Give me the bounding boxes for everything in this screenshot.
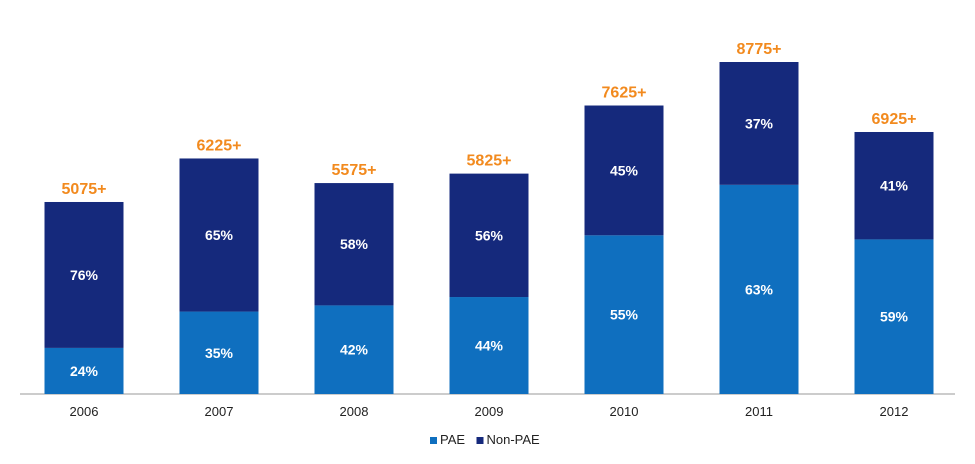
x-tick-label-2006: 2006 (70, 404, 99, 419)
legend-swatch-pae (430, 437, 437, 444)
bar-label-non-pae-2007: 65% (205, 227, 234, 243)
bar-label-pae-2010: 55% (610, 307, 639, 323)
total-label-2008: 5575+ (332, 162, 377, 179)
bar-label-non-pae-2010: 45% (610, 162, 639, 178)
x-tick-label-2011: 2011 (745, 404, 773, 419)
total-label-2009: 5825+ (467, 153, 512, 170)
bar-label-non-pae-2006: 76% (70, 267, 99, 283)
x-tick-label-2008: 2008 (340, 404, 369, 419)
x-tick-label-2012: 2012 (880, 404, 909, 419)
bar-label-non-pae-2009: 56% (475, 227, 504, 243)
bar-label-pae-2012: 59% (880, 309, 909, 325)
bars-group: 24% 76% 5075+ 2006 35% 65% 6225+ 2007 42% 58% 5575… (45, 41, 934, 419)
legend: PAE Non-PAE (430, 432, 540, 447)
legend-label-non-pae: Non-PAE (487, 432, 541, 447)
bar-label-pae-2011: 63% (745, 281, 774, 297)
total-label-2012: 6925+ (872, 111, 917, 128)
legend-label-pae: PAE (440, 432, 465, 447)
total-label-2011: 8775+ (737, 41, 782, 58)
x-tick-label-2009: 2009 (475, 404, 504, 419)
total-label-2007: 6225+ (197, 137, 242, 154)
bar-label-pae-2008: 42% (340, 342, 369, 358)
x-tick-label-2007: 2007 (205, 404, 234, 419)
bar-label-pae-2009: 44% (475, 338, 504, 354)
legend-swatch-non-pae (477, 437, 484, 444)
bar-label-non-pae-2011: 37% (745, 115, 774, 131)
bar-label-non-pae-2008: 58% (340, 236, 369, 252)
x-tick-label-2010: 2010 (610, 404, 639, 419)
total-label-2010: 7625+ (602, 85, 647, 102)
bar-label-non-pae-2012: 41% (880, 178, 909, 194)
bar-label-pae-2006: 24% (70, 363, 99, 379)
total-label-2006: 5075+ (62, 181, 107, 198)
bar-label-pae-2007: 35% (205, 345, 234, 361)
